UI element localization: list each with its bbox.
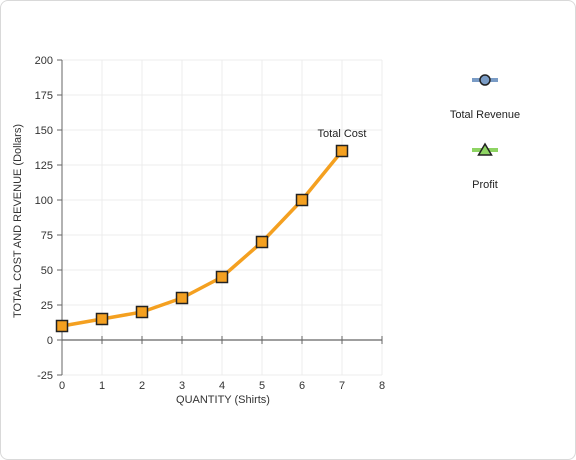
y-tick-label: 75 — [41, 230, 53, 242]
data-point-total-cost[interactable] — [175, 291, 189, 305]
y-tick-label: 0 — [47, 335, 53, 347]
x-tick-label: 4 — [219, 380, 225, 392]
legend-item[interactable]: Profit — [472, 142, 498, 191]
x-tick-label: 1 — [99, 380, 105, 392]
circle-marker-icon — [479, 74, 491, 86]
x-tick-label: 0 — [59, 380, 65, 392]
legend[interactable]: Total Revenue Profit — [450, 74, 520, 191]
triangle-marker-icon — [477, 142, 493, 156]
data-point-total-cost[interactable] — [255, 235, 269, 249]
series-layer[interactable]: Total Cost — [55, 128, 367, 333]
legend-label: Profit — [472, 179, 498, 191]
series-label-total-cost: Total Cost — [318, 128, 367, 140]
data-point-total-cost[interactable] — [215, 270, 229, 284]
data-point-total-cost[interactable] — [135, 305, 149, 319]
legend-item[interactable]: Total Revenue — [450, 74, 520, 121]
x-tick-label: 5 — [259, 380, 265, 392]
data-point-total-cost[interactable] — [95, 312, 109, 326]
y-tick-label: -25 — [37, 370, 53, 382]
data-point-total-cost[interactable] — [55, 319, 69, 333]
data-point-total-cost[interactable] — [295, 193, 309, 207]
y-tick-label: 200 — [35, 55, 53, 67]
x-tick-label: 2 — [139, 380, 145, 392]
data-point-total-cost[interactable] — [335, 144, 349, 158]
y-tick-label: 25 — [41, 300, 53, 312]
x-tick-labels: 0 1 2 3 4 5 6 7 8 — [59, 380, 385, 392]
x-tick-label: 8 — [379, 380, 385, 392]
series-line-total-cost[interactable] — [61, 149, 344, 328]
y-tick-label: 150 — [35, 125, 53, 137]
y-tick-label: 125 — [35, 160, 53, 172]
x-tick-label: 3 — [179, 380, 185, 392]
y-axis-label: TOTAL COST AND REVENUE (Dollars) — [12, 124, 24, 318]
y-tick-labels: -25 0 25 50 75 100 125 150 175 200 — [35, 55, 53, 382]
y-tick-label: 175 — [35, 90, 53, 102]
axes — [57, 59, 383, 376]
y-tick-label: 50 — [41, 265, 53, 277]
legend-label: Total Revenue — [450, 109, 520, 121]
x-axis-label: QUANTITY (Shirts) — [176, 394, 270, 406]
grid — [61, 59, 383, 376]
x-tick-label: 7 — [339, 380, 345, 392]
y-tick-label: 100 — [35, 195, 53, 207]
x-tick-label: 6 — [299, 380, 305, 392]
